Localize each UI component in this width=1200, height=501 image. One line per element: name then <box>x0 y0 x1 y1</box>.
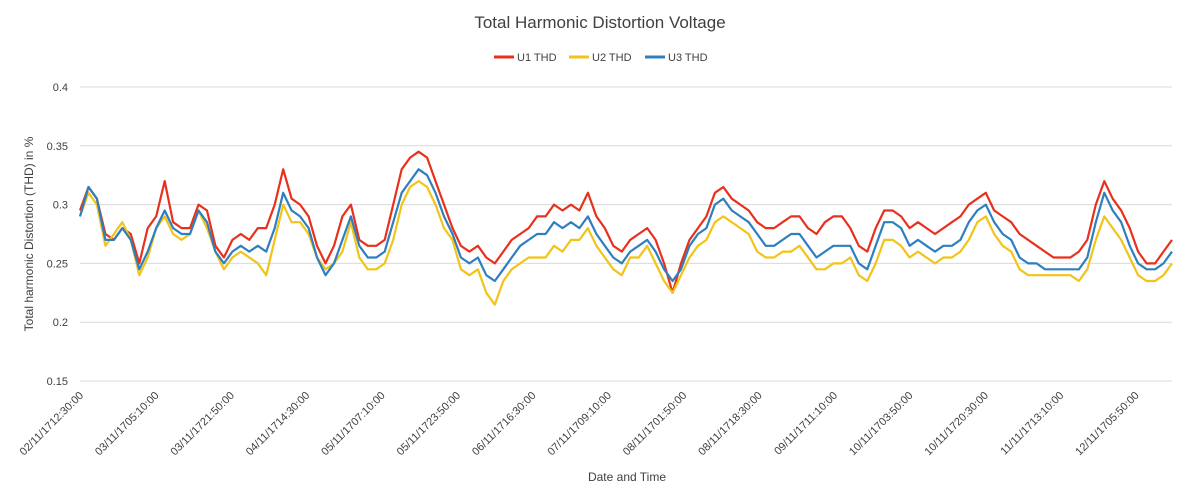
series-line-u3-thd <box>78 168 1173 283</box>
series-lines <box>78 150 1173 306</box>
x-tick-label: 12/11/1705:50:00 <box>1073 390 1141 458</box>
x-tick-label: 11/11/1713:10:00 <box>998 390 1066 458</box>
legend-label: U3 THD <box>668 52 708 64</box>
x-tick-label: 05/11/1723:50:00 <box>395 390 463 458</box>
x-tick-label: 08/11/1718:30:00 <box>696 390 764 458</box>
y-tick-label: 0.2 <box>53 317 68 329</box>
x-tick-label: 09/11/1711:10:00 <box>772 390 840 458</box>
x-tick-label: 07/11/1709:10:00 <box>545 390 613 458</box>
y-tick-label: 0.3 <box>53 200 68 212</box>
x-tick-label: 03/11/1721:50:00 <box>168 390 236 458</box>
y-axis-ticks: 0.15 0.2 0.25 0.3 0.35 0.4 <box>47 82 68 388</box>
x-tick-label: 04/11/1714:30:00 <box>244 390 312 458</box>
x-axis-ticks: 02/11/1712:30:00 03/11/1705:10:00 03/11/17… <box>18 390 1142 458</box>
x-axis-title: Date and Time <box>588 470 666 484</box>
series-line-u1-thd <box>78 150 1173 294</box>
chart-title: Total Harmonic Distortion Voltage <box>474 13 725 32</box>
x-tick-label: 06/11/1716:30:00 <box>470 390 538 458</box>
y-tick-label: 0.4 <box>53 82 68 94</box>
x-tick-label: 02/11/1712:30:00 <box>18 390 86 458</box>
gridlines <box>80 86 1172 382</box>
x-tick-label: 03/11/1705:10:00 <box>93 390 161 458</box>
legend: U1 THD U2 THD U3 THD <box>494 52 708 64</box>
series-line-u2-thd <box>78 180 1173 306</box>
y-tick-label: 0.35 <box>47 141 68 153</box>
y-tick-label: 0.15 <box>47 376 68 388</box>
x-tick-label: 08/11/1701:50:00 <box>621 390 689 458</box>
legend-label: U1 THD <box>517 52 557 64</box>
x-tick-label: 05/11/1707:10:00 <box>319 390 387 458</box>
y-tick-label: 0.25 <box>47 258 68 270</box>
y-axis-title: Total harmonic Distortion (THD) in % <box>22 136 36 331</box>
x-tick-label: 10/11/1703:50:00 <box>847 390 915 458</box>
x-tick-label: 10/11/1720:30:00 <box>922 390 990 458</box>
legend-label: U2 THD <box>592 52 632 64</box>
